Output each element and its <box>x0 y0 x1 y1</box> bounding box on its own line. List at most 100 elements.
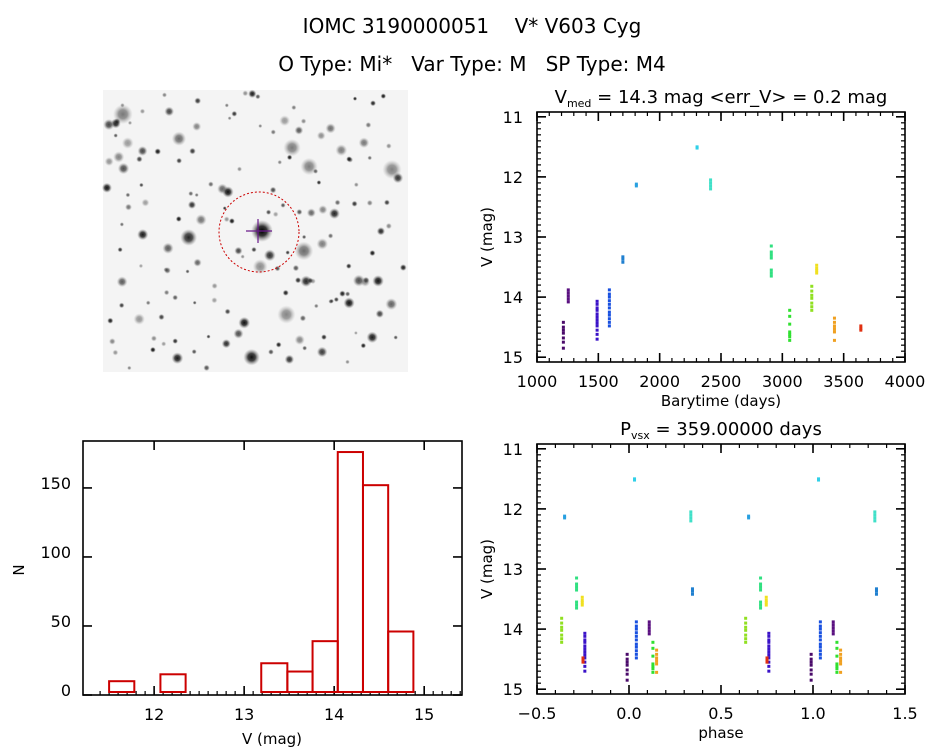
data-point <box>832 316 836 320</box>
data-point <box>832 320 836 324</box>
phased-data-point <box>818 645 822 649</box>
data-point <box>859 328 863 332</box>
phased-data-point <box>839 662 843 666</box>
phased-data-point <box>634 627 638 631</box>
phased-data-point <box>560 640 564 644</box>
phased-data-point <box>809 657 813 661</box>
target-circle <box>218 191 300 273</box>
star <box>372 275 384 287</box>
star <box>335 144 348 157</box>
data-point <box>810 308 814 312</box>
star <box>334 199 341 206</box>
phased-data-point <box>689 516 693 520</box>
star <box>125 192 131 198</box>
star <box>113 151 125 163</box>
data-point <box>832 327 836 331</box>
phased-data-point <box>625 672 629 676</box>
data-point <box>810 289 814 293</box>
star <box>313 303 319 309</box>
phased-data-point <box>839 670 843 674</box>
data-point <box>810 284 814 288</box>
star <box>243 348 260 366</box>
phased-data-point <box>560 637 564 641</box>
star <box>353 330 358 335</box>
phased-data-point <box>583 656 587 660</box>
phased-data-point <box>690 589 694 593</box>
y-tick-label: 15 <box>503 680 523 699</box>
star <box>255 93 261 100</box>
object-types: O Type: Mi* Var Type: M SP Type: M4 <box>278 52 666 76</box>
phased-data-point <box>647 629 651 633</box>
star <box>211 297 218 304</box>
y-axis-label: V (mag) <box>478 539 496 599</box>
phased-data-point <box>835 646 839 650</box>
data-point <box>566 288 570 292</box>
phased-data-point <box>647 632 651 636</box>
star <box>242 90 249 97</box>
data-point <box>595 302 599 306</box>
y-tick-label: 12 <box>503 168 523 187</box>
star <box>175 215 182 222</box>
phased-data-point <box>563 514 567 518</box>
phased-data-point <box>651 664 655 668</box>
star <box>113 117 121 125</box>
star <box>294 334 305 346</box>
data-point <box>561 346 565 350</box>
star <box>150 335 157 342</box>
star <box>345 359 350 365</box>
star <box>120 102 125 108</box>
phased-data-point <box>759 582 763 586</box>
star <box>333 296 340 303</box>
star <box>383 199 390 206</box>
star <box>158 313 165 321</box>
phased-data-point <box>818 638 822 642</box>
phased-data-point <box>767 653 771 657</box>
y-axis-label: N <box>10 564 28 575</box>
star <box>238 316 251 329</box>
y-tick-label: 11 <box>503 108 523 127</box>
star <box>351 200 358 207</box>
data-point <box>595 332 599 336</box>
star <box>360 342 367 349</box>
star <box>280 202 286 208</box>
data-point <box>810 301 814 305</box>
star <box>227 116 232 121</box>
phased-data-point <box>647 620 651 624</box>
y-tick-label: 0 <box>61 681 71 700</box>
phased-data-point <box>744 625 748 629</box>
phased-data-point <box>625 668 629 672</box>
star <box>125 203 132 211</box>
data-point <box>769 256 773 260</box>
data-point <box>832 338 836 342</box>
phased-data-point <box>655 670 659 674</box>
data-point <box>788 308 792 312</box>
star <box>117 247 123 253</box>
x-tick-label: 13 <box>234 705 254 724</box>
star <box>103 119 115 131</box>
phased-data-point <box>625 660 629 664</box>
phased-data-point <box>655 648 659 652</box>
star <box>385 298 398 311</box>
data-point <box>595 308 599 312</box>
star <box>162 242 174 254</box>
phased-data-point <box>575 600 579 604</box>
star <box>345 263 352 269</box>
data-point <box>859 326 863 330</box>
data-point <box>595 306 599 310</box>
data-point <box>607 302 611 306</box>
data-point <box>709 187 713 191</box>
phased-data-point <box>744 640 748 644</box>
phased-data-point <box>818 620 822 624</box>
star <box>228 218 235 225</box>
data-point <box>621 260 625 264</box>
data-point <box>859 324 863 328</box>
phased-data-point <box>583 669 587 673</box>
phased-data-point <box>835 667 839 671</box>
phased-data-point <box>765 660 769 664</box>
y-tick-label: 15 <box>503 348 523 367</box>
star <box>192 121 202 132</box>
phased-data-point <box>583 664 587 668</box>
data-point <box>769 244 773 248</box>
